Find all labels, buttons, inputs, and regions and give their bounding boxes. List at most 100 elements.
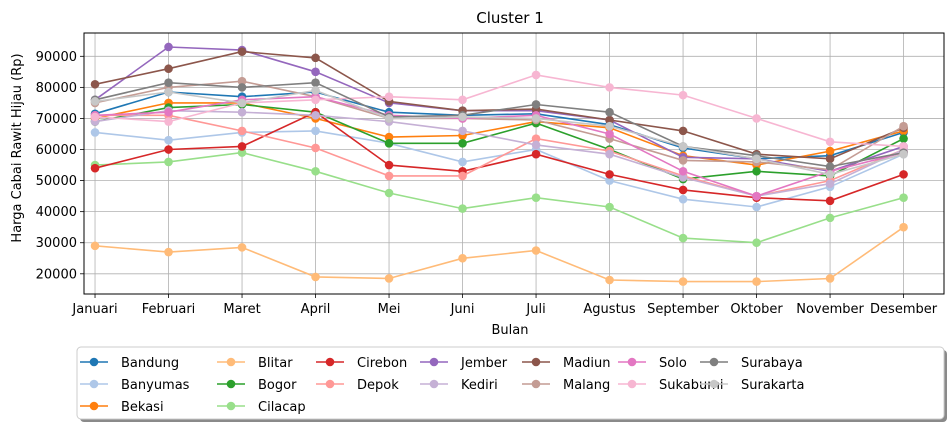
data-point xyxy=(311,111,320,120)
y-tick-label: 90000 xyxy=(36,50,77,65)
data-point xyxy=(899,193,908,202)
legend-label: Surabaya xyxy=(741,356,803,371)
data-point xyxy=(825,146,835,156)
series-blitar xyxy=(90,222,908,286)
data-point xyxy=(311,143,320,153)
y-tick-label: 60000 xyxy=(36,143,77,158)
legend-item: Sukabumi xyxy=(618,378,724,393)
legend-item: Cirebon xyxy=(316,356,407,371)
y-tick-label: 50000 xyxy=(36,174,77,189)
legend-swatch-marker xyxy=(709,379,719,389)
series-line xyxy=(94,109,904,197)
series-line xyxy=(94,89,904,176)
legend-swatch-marker xyxy=(325,379,335,389)
data-point xyxy=(311,272,320,282)
data-point xyxy=(752,154,761,164)
legend-item: Depok xyxy=(316,378,399,393)
series-line xyxy=(94,74,904,148)
legend-item: Blitar xyxy=(217,356,293,371)
series-surakarta xyxy=(90,86,908,179)
y-tick-label: 30000 xyxy=(36,236,77,251)
y-axis-label: Harga Cabai Rawit Hijau (Rp) xyxy=(10,53,25,242)
data-point xyxy=(825,213,835,223)
data-point xyxy=(531,100,541,109)
legend-label: Blitar xyxy=(258,356,293,371)
data-point xyxy=(164,135,173,145)
data-point xyxy=(605,170,614,179)
data-point xyxy=(605,121,614,131)
series-line xyxy=(94,80,905,171)
series-line xyxy=(94,151,904,244)
data-point xyxy=(899,170,908,179)
data-point xyxy=(311,53,320,63)
data-point xyxy=(825,274,835,283)
data-point xyxy=(752,191,761,201)
series-bogor xyxy=(90,100,908,184)
data-point xyxy=(164,117,173,126)
legend-label: Solo xyxy=(659,356,687,371)
data-point xyxy=(311,126,320,136)
data-point xyxy=(164,145,173,154)
data-point xyxy=(237,83,247,92)
legend-box xyxy=(76,346,945,420)
data-point xyxy=(384,171,394,181)
data-point xyxy=(531,193,541,202)
x-tick-label: Juni xyxy=(450,302,475,317)
data-point xyxy=(164,87,173,97)
data-point xyxy=(458,126,467,136)
legend-label: Surakarta xyxy=(741,378,804,393)
x-tick-label: Agustus xyxy=(583,302,635,317)
legend-swatch-marker xyxy=(325,357,335,367)
data-point xyxy=(605,202,614,212)
data-point xyxy=(384,188,394,198)
data-point xyxy=(164,157,173,167)
data-point xyxy=(311,67,320,77)
data-point xyxy=(237,243,247,252)
data-point xyxy=(237,142,247,151)
data-point xyxy=(237,47,247,56)
data-point xyxy=(237,107,247,117)
data-point xyxy=(605,275,614,285)
data-point xyxy=(237,148,247,157)
legend-item: Surakarta xyxy=(700,378,804,393)
data-point xyxy=(384,160,394,170)
data-point xyxy=(531,134,541,143)
legend-item: Bekasi xyxy=(80,400,164,415)
data-point xyxy=(678,166,688,176)
series-solo xyxy=(90,92,908,201)
data-point xyxy=(678,173,688,182)
data-point xyxy=(384,114,394,123)
x-tick-label: November xyxy=(796,302,864,317)
legend-item: Jember xyxy=(420,356,508,371)
legend-swatch-marker xyxy=(627,357,637,367)
data-point xyxy=(752,166,761,176)
x-tick-label: September xyxy=(647,302,720,317)
series-line xyxy=(94,111,904,202)
series-line xyxy=(94,81,904,168)
data-point xyxy=(678,126,688,136)
x-tick-label: April xyxy=(301,302,331,317)
legend-label: Jember xyxy=(460,356,508,371)
data-point xyxy=(678,233,688,243)
x-tick-label: Februari xyxy=(142,302,196,317)
legend-item: Surabaya xyxy=(700,356,803,371)
legend-swatch-marker xyxy=(89,357,99,367)
data-point xyxy=(311,86,320,95)
legend-swatch-marker xyxy=(709,357,719,367)
legend-swatch-marker xyxy=(429,379,439,389)
x-tick-label: Oktober xyxy=(730,302,783,317)
x-tick-label: Desember xyxy=(870,302,938,317)
y-axis-ticks: 20000 30000 40000 50000 60000 70000 80000 90000 xyxy=(36,50,84,282)
data-point xyxy=(825,170,835,179)
legend-label: Malang xyxy=(563,378,610,393)
data-point xyxy=(237,76,247,86)
data-point xyxy=(90,163,100,173)
legend-item: Madiun xyxy=(522,356,611,371)
series-cirebon xyxy=(90,107,908,206)
chart-title: Cluster 1 xyxy=(476,9,544,27)
data-point xyxy=(384,132,394,142)
legend-item: Solo xyxy=(618,356,687,371)
data-point xyxy=(90,79,100,89)
data-point xyxy=(752,114,761,123)
legend-swatch-marker xyxy=(226,401,236,411)
